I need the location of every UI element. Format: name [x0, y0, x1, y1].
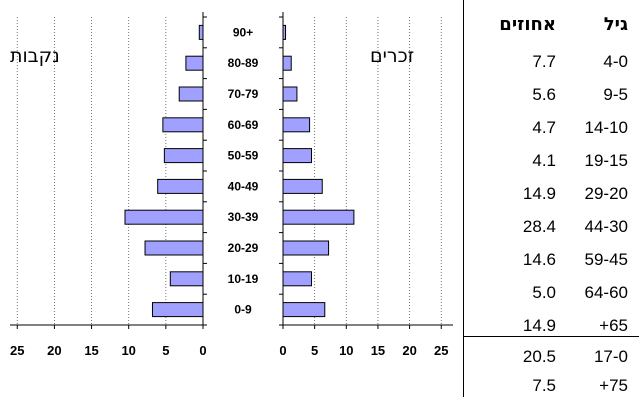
table-row: 14.6 59-45	[464, 244, 639, 276]
male-x-tick-label: 5	[311, 343, 318, 358]
age-category-label: 80-89	[228, 56, 259, 70]
population-pyramid-chart: 90+ 80-89 70-79 60-69 50-59 40-49 30-39 20-29 10…	[10, 12, 453, 358]
female-label: נקבות	[10, 45, 60, 67]
female-x-tick-label: 5	[162, 343, 169, 358]
male-bar-80-89	[282, 55, 292, 71]
table-row: 5.0 64-60	[464, 277, 639, 309]
age-category-label: 90+	[233, 25, 253, 39]
female-x-tick-label: 10	[121, 343, 135, 358]
age-category-label: 0-9	[234, 303, 252, 317]
female-bar-10-19	[169, 271, 204, 287]
male-bar-70-79	[282, 86, 298, 102]
female-x-tick-label: 15	[84, 343, 98, 358]
male-x-tick-label: 10	[339, 343, 353, 358]
age-cell: 19-15	[584, 151, 628, 170]
age-category-label: 40-49	[228, 179, 259, 193]
table-row: 5.6 9-5	[464, 79, 639, 111]
percent-cell: 14.6	[522, 250, 556, 269]
percent-cell: 14.9	[522, 316, 556, 335]
percent-cell: 28.4	[522, 217, 556, 236]
table-row: 14.9 29-20	[464, 178, 639, 210]
age-cell: 17-0	[593, 347, 628, 366]
male-bars	[282, 24, 355, 318]
table-row: 4.7 14-10	[464, 112, 639, 144]
male-label: זכרים	[370, 45, 414, 67]
age-category-label: 70-79	[228, 87, 259, 101]
female-grid	[16, 17, 167, 325]
female-bar-0-9	[151, 302, 204, 318]
age-category-label: 20-29	[228, 241, 259, 255]
age-cell: +75	[599, 376, 628, 395]
male-x-tick-labels: 0 5 10 15 20 25	[279, 343, 448, 358]
female-x-tick-label: 20	[47, 343, 61, 358]
male-x-tick-label: 20	[402, 343, 416, 358]
female-bar-20-29	[144, 240, 204, 256]
age-cell: +65	[599, 316, 628, 335]
age-category-label: 60-69	[228, 118, 259, 132]
percent-cell: 20.5	[522, 347, 556, 366]
male-bar-10-19	[282, 271, 312, 287]
male-bar-20-29	[282, 240, 330, 256]
female-bar-30-39	[124, 209, 204, 225]
percent-cell: 4.7	[532, 118, 556, 137]
male-grid	[314, 17, 442, 325]
female-x-tick-label: 25	[10, 343, 24, 358]
percent-cell: 7.7	[532, 52, 556, 71]
male-bar-30-39	[282, 209, 355, 225]
female-bar-40-49	[157, 178, 204, 194]
axes	[10, 12, 453, 329]
age-category-label: 30-39	[228, 210, 259, 224]
age-cell: 44-30	[584, 217, 628, 236]
percent-cell: 7.5	[532, 376, 556, 395]
female-bar-60-69	[162, 117, 204, 133]
female-bar-80-89	[185, 55, 204, 71]
table-divider	[464, 336, 639, 337]
age-cell: 29-20	[584, 184, 628, 203]
male-bar-40-49	[282, 178, 323, 194]
age-category-label: 50-59	[228, 149, 259, 163]
percent-cell: 5.6	[532, 85, 556, 104]
age-percent-table: אחוזים גיל 7.7 4-0 5.6 9-5 4.7 14-10 4.1 19-15 1…	[463, 0, 639, 397]
age-cell: 64-60	[584, 283, 628, 302]
table-row: 28.4 44-30	[464, 211, 639, 243]
percent-cell: 14.9	[522, 184, 556, 203]
percent-cell: 4.1	[532, 151, 556, 170]
female-bars	[124, 24, 204, 318]
female-x-tick-labels: 25 20 15 10 5 0	[10, 343, 207, 358]
table-row: 4.1 19-15	[464, 145, 639, 177]
female-bar-50-59	[163, 148, 204, 164]
male-x-tick-label: 25	[434, 343, 448, 358]
percent-cell: 5.0	[532, 283, 556, 302]
age-cell: 14-10	[584, 118, 628, 137]
male-x-tick-label: 0	[279, 343, 286, 358]
male-bar-50-59	[282, 148, 312, 164]
female-bar-70-79	[178, 86, 204, 102]
age-cell: 4-0	[603, 52, 628, 71]
summary-row: 7.5 +75	[464, 370, 639, 402]
male-bar-60-69	[282, 117, 311, 133]
female-bar-90+	[198, 24, 204, 40]
male-bar-0-9	[282, 302, 326, 318]
male-x-tick-label: 15	[371, 343, 385, 358]
summary-row: 20.5 17-0	[464, 341, 639, 373]
age-category-labels: 90+ 80-89 70-79 60-69 50-59 40-49 30-39 20-29 10…	[228, 25, 259, 316]
age-category-label: 10-19	[228, 272, 259, 286]
percent-header: אחוזים	[499, 14, 556, 35]
table-row: 14.9 +65	[464, 310, 639, 342]
age-cell: 9-5	[603, 85, 628, 104]
female-x-tick-label: 0	[199, 343, 206, 358]
table-row: 7.7 4-0	[464, 46, 639, 78]
age-header: גיל	[603, 14, 628, 35]
age-cell: 59-45	[584, 250, 628, 269]
